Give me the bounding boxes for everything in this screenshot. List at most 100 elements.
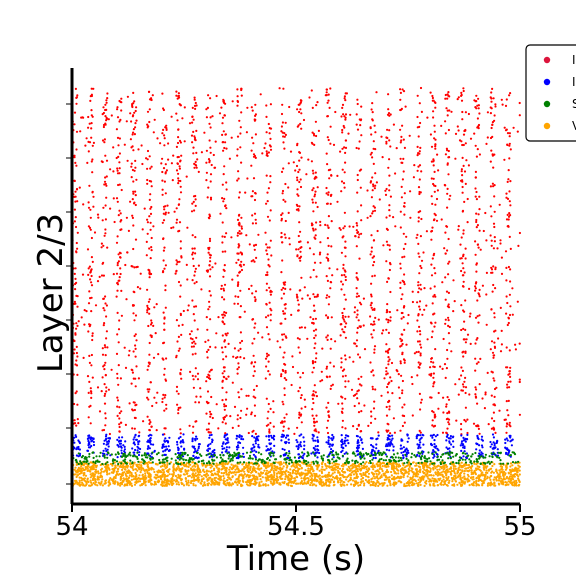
spike-dot-red — [490, 308, 493, 311]
spike-dot-red — [91, 332, 94, 335]
spike-dot-red — [104, 232, 107, 235]
spike-dot-red — [89, 216, 92, 219]
spike-dot-blue — [177, 437, 180, 440]
spike-dot-red — [490, 340, 494, 343]
spike-dot-red — [419, 343, 422, 346]
spike-dot-blue — [450, 443, 453, 446]
spike-dot-red — [417, 281, 420, 284]
spike-dot-red — [481, 397, 484, 400]
spike-dot-red — [394, 172, 397, 175]
spike-dot-red — [356, 309, 359, 312]
spike-dot-red — [112, 146, 115, 149]
spike-dot-red — [138, 431, 141, 434]
spike-dot-blue — [136, 449, 139, 452]
spike-dot-red — [326, 136, 329, 139]
spike-dot-red — [462, 229, 465, 232]
spike-dot-red — [300, 156, 303, 159]
spike-dot-red — [418, 340, 421, 343]
spike-dot-red — [343, 97, 346, 100]
spike-dot-red — [253, 198, 257, 202]
spike-dot-red — [194, 236, 197, 239]
spike-dot-red — [115, 352, 119, 355]
spike-dot-red — [147, 90, 151, 93]
spike-dot-red — [128, 402, 131, 405]
spike-dot-blue — [510, 439, 513, 442]
spike-dot-blue — [183, 448, 186, 451]
spike-dot-blue — [388, 444, 392, 447]
spike-dot-blue — [146, 447, 149, 450]
spike-dot-red — [461, 110, 464, 114]
spike-dot-red — [300, 246, 303, 249]
spike-dot-red — [389, 319, 392, 322]
spike-dot-red — [375, 181, 378, 184]
spike-dot-red — [304, 405, 307, 408]
spike-dot-red — [208, 239, 212, 243]
spike-dot-red — [431, 419, 434, 422]
spike-dot-red — [466, 333, 470, 336]
spike-dot-red — [175, 319, 178, 322]
spike-dot-red — [373, 209, 377, 212]
spike-dot-red — [235, 261, 238, 264]
spike-dot-orange — [515, 479, 518, 482]
spike-dot-red — [120, 228, 123, 231]
spike-dot-blue — [235, 456, 238, 460]
spike-dot-orange — [362, 472, 365, 475]
spike-dot-red — [386, 391, 389, 394]
spike-dot-blue — [284, 454, 287, 457]
spike-dot-red — [509, 247, 512, 250]
spike-dot-blue — [139, 447, 142, 451]
spike-dot-red — [447, 262, 450, 265]
spike-dot-red — [90, 122, 93, 125]
spike-dot-red — [390, 379, 393, 383]
spike-dot-red — [294, 169, 297, 172]
spike-dot-red — [91, 144, 94, 147]
spike-dot-red — [517, 244, 520, 247]
spike-dot-red — [326, 316, 329, 320]
spike-dot-red — [257, 233, 260, 236]
spike-dot-red — [207, 373, 210, 376]
spike-dot-blue — [302, 454, 305, 457]
spike-dot-red — [236, 104, 239, 107]
spike-dot-orange — [101, 484, 104, 487]
spike-dot-red — [180, 154, 183, 157]
spike-dot-red — [206, 196, 209, 199]
spike-dot-red — [89, 95, 92, 98]
spike-dot-red — [152, 225, 155, 228]
spike-dot-orange — [410, 467, 413, 470]
spike-dot-red — [163, 208, 166, 211]
spike-dot-red — [127, 229, 130, 232]
spike-dot-red — [354, 393, 357, 397]
spike-dot-blue — [191, 437, 194, 440]
spike-dot-red — [330, 245, 333, 248]
spike-dot-red — [314, 120, 317, 123]
spike-dot-red — [386, 280, 389, 283]
spike-dot-red — [475, 190, 478, 194]
spike-dot-red — [146, 167, 149, 170]
spike-dot-orange — [481, 482, 484, 486]
spike-dot-orange — [321, 484, 324, 487]
spike-dot-blue — [310, 452, 313, 455]
spike-dot-red — [319, 251, 322, 254]
spike-dot-red — [403, 192, 406, 195]
spike-dot-red — [503, 418, 506, 421]
spike-dot-red — [118, 209, 121, 212]
spike-dot-orange — [403, 483, 406, 486]
spike-dot-red — [479, 248, 482, 251]
spike-dot-blue — [162, 443, 165, 446]
spike-dot-red — [164, 289, 167, 292]
spike-dot-red — [490, 126, 493, 130]
spike-dot-red — [344, 275, 347, 278]
spike-dot-red — [104, 176, 107, 179]
spike-dot-red — [131, 168, 134, 172]
spike-dot-blue — [194, 437, 197, 441]
spike-dot-red — [369, 153, 372, 156]
spike-dot-orange — [461, 469, 464, 472]
spike-dot-red — [223, 322, 226, 326]
spike-dot-red — [162, 237, 165, 241]
spike-dot-red — [403, 283, 406, 286]
spike-dot-red — [373, 307, 376, 310]
spike-dot-red — [107, 388, 110, 391]
spike-dot-red — [493, 316, 496, 319]
spike-dot-red — [432, 254, 435, 257]
spike-dot-red — [254, 118, 257, 121]
